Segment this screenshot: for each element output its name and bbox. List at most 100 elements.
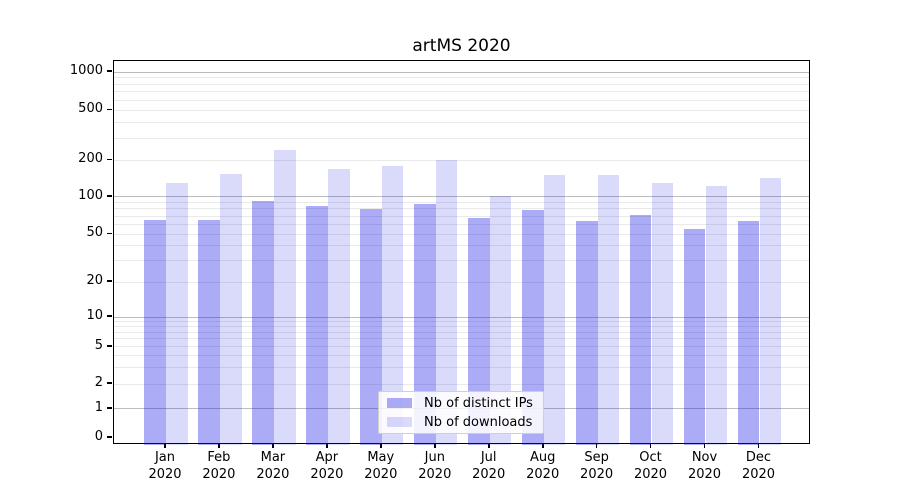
y-tick-0 — [107, 436, 112, 438]
y-tick-1000 — [107, 70, 112, 72]
gridline-6 — [114, 338, 809, 340]
y-tick-200 — [107, 158, 112, 161]
x-tick-label-oct: Oct 2020 — [633, 450, 668, 482]
x-tick-label-aug: Aug 2020 — [526, 450, 560, 482]
y-tick-label-1: 1 — [94, 399, 103, 415]
gridline-200 — [114, 159, 809, 161]
bar-oct-distinct-ips — [629, 214, 652, 445]
y-tick-50 — [107, 232, 112, 235]
gridline-100 — [114, 196, 809, 198]
y-tick-label-200: 200 — [78, 151, 103, 167]
y-tick-label-2: 2 — [94, 375, 103, 390]
x-tick-label-mar: Mar 2020 — [256, 450, 290, 482]
legend: Nb of distinct IPs Nb of downloads — [378, 391, 544, 434]
y-tick-label-1000: 1000 — [69, 63, 103, 78]
x-tick-sep — [595, 444, 598, 448]
bar-jul-distinct-ips — [468, 218, 490, 445]
legend-swatch-downloads — [387, 417, 412, 427]
y-tick-label-50: 50 — [86, 225, 103, 241]
x-tick-may — [380, 444, 382, 448]
y-tick-label-0: 0 — [94, 429, 103, 444]
bar-feb-downloads — [220, 174, 242, 445]
x-tick-dec — [757, 444, 760, 448]
x-tick-mar — [272, 444, 274, 448]
bar-mar-distinct-ips — [252, 201, 274, 445]
gridline-4 — [114, 355, 809, 357]
gridline-50 — [114, 233, 809, 235]
y-tick-2 — [107, 382, 112, 384]
bar-apr-downloads — [327, 168, 350, 445]
bar-aug-downloads — [543, 175, 566, 445]
gridline-9 — [114, 321, 809, 322]
bar-dec-distinct-ips — [737, 220, 760, 445]
x-tick-jul — [488, 444, 490, 448]
x-tick-nov — [703, 444, 706, 448]
x-tick-label-apr: Apr 2020 — [310, 450, 344, 482]
gridline-3 — [114, 367, 809, 368]
y-tick-100 — [107, 195, 112, 197]
bar-nov-downloads — [705, 186, 728, 445]
y-tick-10 — [107, 315, 112, 317]
x-tick-apr — [326, 444, 328, 448]
bar-aug-distinct-ips — [522, 209, 544, 445]
x-tick-label-sep: Sep 2020 — [580, 450, 614, 482]
gridline-900 — [114, 77, 809, 79]
plot-area — [113, 60, 810, 445]
x-tick-label-feb: Feb 2020 — [202, 450, 236, 482]
legend-label-downloads: Nb of downloads — [424, 414, 533, 430]
bar-jul-downloads — [489, 196, 512, 445]
gridline-600 — [114, 99, 809, 101]
bar-may-distinct-ips — [360, 208, 382, 445]
bar-jan-downloads — [166, 182, 188, 445]
gridline-10 — [114, 316, 809, 318]
gridline-20 — [114, 281, 809, 283]
y-tick-1 — [107, 407, 112, 409]
y-tick-label-500: 500 — [78, 101, 103, 117]
chart-title: artMS 2020 — [412, 36, 511, 56]
gridline-70 — [114, 215, 809, 217]
y-tick-5 — [107, 345, 112, 347]
bar-dec-downloads — [759, 178, 782, 445]
x-tick-aug — [542, 444, 544, 448]
bar-sep-distinct-ips — [575, 220, 598, 445]
gridline-700 — [114, 91, 809, 93]
gridline-2 — [114, 383, 809, 385]
gridline-1000 — [114, 71, 809, 73]
x-tick-label-dec: Dec 2020 — [741, 450, 776, 482]
bar-apr-distinct-ips — [306, 205, 328, 445]
gridline-5 — [114, 346, 809, 348]
x-tick-feb — [218, 444, 220, 448]
bar-sep-downloads — [597, 175, 620, 445]
legend-swatch-distinct-ips — [387, 398, 412, 408]
legend-label-distinct-ips: Nb of distinct IPs — [424, 395, 533, 411]
gridline-60 — [114, 223, 809, 225]
bar-nov-distinct-ips — [683, 229, 706, 445]
y-tick-500 — [107, 108, 112, 111]
y-tick-label-100: 100 — [78, 187, 103, 203]
gridline-7 — [114, 331, 809, 333]
gridline-300 — [114, 137, 809, 139]
bar-oct-downloads — [651, 182, 674, 445]
x-tick-label-nov: Nov 2020 — [687, 450, 722, 482]
y-tick-label-20: 20 — [86, 273, 103, 288]
gridline-90 — [114, 201, 809, 203]
gridline-80 — [114, 208, 809, 210]
gridline-8 — [114, 326, 809, 328]
x-tick-oct — [649, 444, 652, 448]
gridline-40 — [114, 245, 809, 247]
bar-mar-downloads — [273, 150, 296, 445]
x-tick-label-jul: Jul 2020 — [472, 450, 506, 482]
y-tick-label-5: 5 — [94, 337, 103, 353]
x-tick-label-jun: Jun 2020 — [418, 450, 452, 482]
x-tick-jun — [434, 444, 436, 448]
gridline-30 — [114, 260, 809, 262]
gridline-400 — [114, 122, 809, 123]
bar-may-downloads — [381, 165, 404, 445]
y-tick-20 — [107, 280, 112, 282]
legend-row-distinct-ips: Nb of distinct IPs — [387, 395, 543, 411]
legend-row-downloads: Nb of downloads — [387, 414, 543, 430]
bar-jun-downloads — [435, 160, 458, 445]
x-tick-jan — [164, 444, 166, 448]
gridline-800 — [114, 83, 809, 85]
